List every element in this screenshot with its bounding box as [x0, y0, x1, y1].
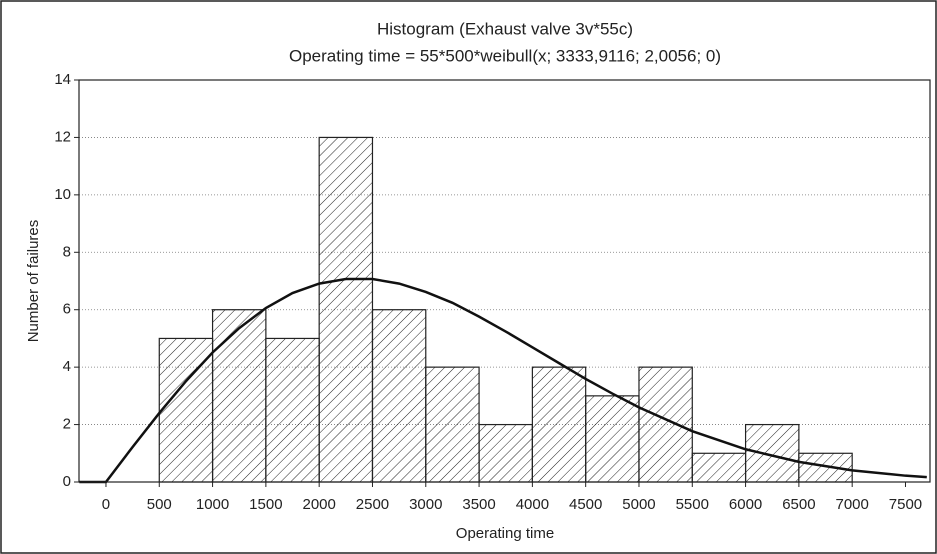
chart-subtitle: Operating time = 55*500*weibull(x; 3333,…: [289, 46, 721, 65]
y-axis-label: Number of failures: [25, 220, 42, 343]
bar: [531, 366, 587, 483]
fit-curve: [79, 277, 927, 484]
y-tick-label: 12: [54, 128, 71, 145]
bar: [211, 309, 267, 483]
plot-border: [78, 79, 931, 483]
bar: [425, 366, 480, 483]
bar: [744, 423, 800, 483]
x-tick-label: 4500: [569, 496, 602, 513]
bar: [265, 337, 320, 483]
bar: [798, 452, 853, 483]
y-tick-label: 0: [63, 473, 71, 490]
x-tick-label: 6500: [782, 496, 815, 513]
bar: [318, 136, 374, 483]
x-tick-label: 1000: [196, 496, 229, 513]
x-tick-label: 5500: [676, 496, 709, 513]
x-tick-label: 7500: [889, 496, 922, 513]
x-tick-label: 1500: [249, 496, 282, 513]
x-tick-label: 5000: [622, 496, 655, 513]
x-tick-label: 3500: [462, 496, 495, 513]
y-tick-label: 4: [63, 358, 71, 375]
x-tick-label: 6000: [729, 496, 762, 513]
y-tick-label: 14: [54, 71, 71, 88]
y-tick-label: 10: [54, 186, 71, 203]
x-tick-label: 4000: [516, 496, 549, 513]
x-tick-label: 7000: [835, 496, 868, 513]
bar: [691, 452, 747, 483]
x-tick-label: 3000: [409, 496, 442, 513]
y-tick-label: 6: [63, 301, 71, 318]
bar: [638, 366, 693, 483]
bar: [371, 309, 427, 483]
chart-title: Histogram (Exhaust valve 3v*55c): [377, 19, 633, 38]
x-tick-label: 500: [147, 496, 172, 513]
x-tick-label: 2500: [356, 496, 389, 513]
bar: [585, 395, 640, 483]
x-tick-label: 0: [102, 496, 110, 513]
bar: [478, 423, 533, 483]
y-tick-label: 2: [63, 416, 71, 433]
x-tick-label: 2000: [302, 496, 335, 513]
y-tick-label: 8: [63, 243, 71, 260]
x-axis-label: Operating time: [456, 525, 554, 542]
